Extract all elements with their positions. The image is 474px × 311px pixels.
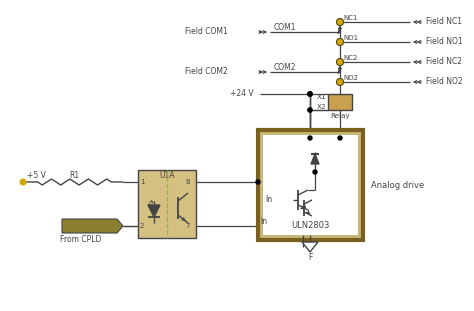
- Circle shape: [308, 136, 312, 140]
- Circle shape: [337, 39, 344, 45]
- Text: Field NO1: Field NO1: [426, 38, 463, 47]
- Text: 1: 1: [140, 179, 145, 185]
- FancyBboxPatch shape: [258, 130, 363, 240]
- Text: NC1: NC1: [343, 15, 357, 21]
- Text: Field COM1: Field COM1: [185, 27, 228, 36]
- Circle shape: [337, 78, 344, 86]
- Text: F: F: [308, 253, 312, 262]
- Text: +5 V: +5 V: [27, 171, 46, 180]
- Text: Field NC2: Field NC2: [426, 58, 462, 67]
- Circle shape: [308, 92, 312, 96]
- Text: COM1: COM1: [274, 22, 297, 31]
- Text: NC2: NC2: [343, 55, 357, 61]
- Text: NO1: NO1: [343, 35, 358, 41]
- FancyBboxPatch shape: [138, 170, 196, 238]
- Text: X1: X1: [316, 94, 326, 100]
- Circle shape: [20, 179, 26, 185]
- Text: 7: 7: [185, 223, 190, 229]
- Text: 2: 2: [140, 223, 145, 229]
- Text: +24 V: +24 V: [230, 90, 254, 99]
- Text: Field NC1: Field NC1: [426, 17, 462, 26]
- Circle shape: [308, 92, 312, 96]
- Circle shape: [337, 18, 344, 26]
- Text: U1A: U1A: [159, 171, 175, 180]
- Text: COM2: COM2: [274, 63, 297, 72]
- Text: ULN2803: ULN2803: [291, 221, 329, 230]
- Polygon shape: [62, 219, 123, 233]
- Circle shape: [337, 58, 344, 66]
- FancyBboxPatch shape: [328, 94, 352, 110]
- Polygon shape: [148, 205, 160, 217]
- Circle shape: [308, 108, 312, 112]
- Circle shape: [308, 108, 312, 112]
- Text: In: In: [260, 217, 267, 226]
- Polygon shape: [302, 242, 318, 252]
- Text: In: In: [265, 196, 272, 205]
- Text: Relay: Relay: [330, 113, 350, 119]
- FancyBboxPatch shape: [263, 135, 358, 235]
- Text: Field COM2: Field COM2: [185, 67, 228, 77]
- Text: NO2: NO2: [343, 75, 358, 81]
- Circle shape: [338, 136, 342, 140]
- Text: Field NO2: Field NO2: [426, 77, 463, 86]
- Text: R1: R1: [69, 170, 79, 179]
- Circle shape: [308, 92, 312, 96]
- Text: Analog drive: Analog drive: [371, 180, 424, 189]
- Polygon shape: [311, 154, 319, 164]
- Text: From CPLD: From CPLD: [60, 235, 101, 244]
- Text: X2: X2: [316, 104, 326, 110]
- Circle shape: [308, 92, 312, 96]
- Circle shape: [256, 180, 260, 184]
- Circle shape: [313, 170, 317, 174]
- Text: 8: 8: [185, 179, 190, 185]
